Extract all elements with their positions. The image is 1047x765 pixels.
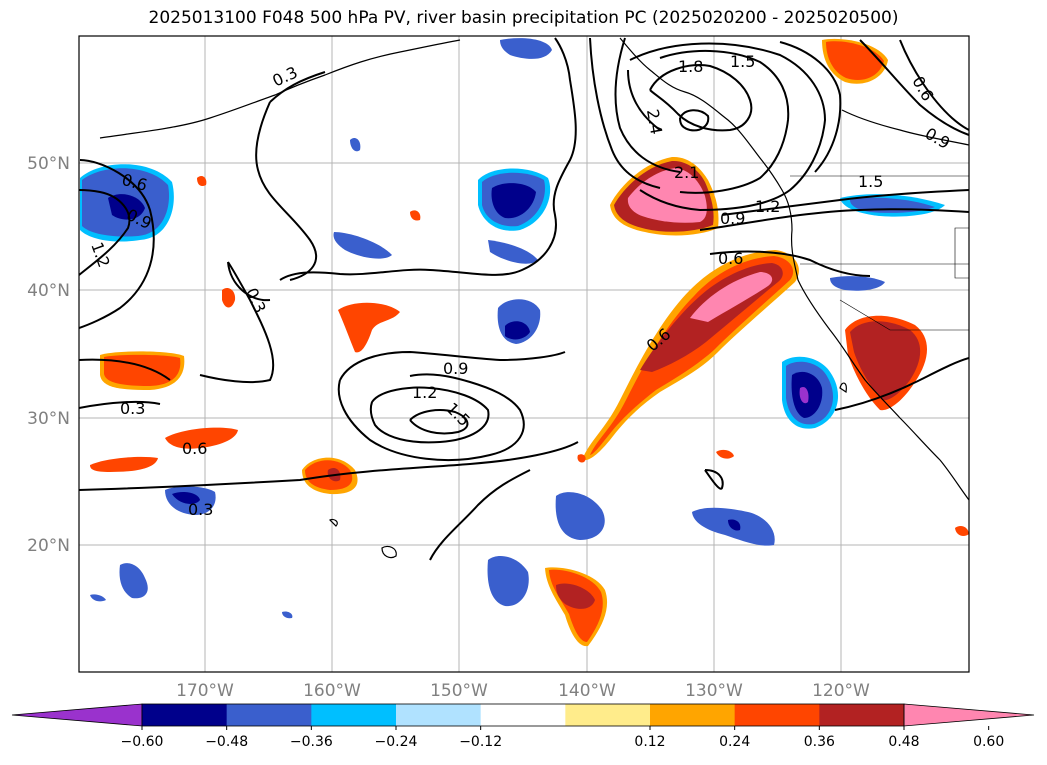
contour-label: 1.5 bbox=[730, 52, 755, 71]
colorbar-extend-min bbox=[11, 703, 143, 727]
lat-label: 20°N bbox=[27, 536, 70, 556]
colorbar-swatch bbox=[734, 704, 820, 726]
colorbar-swatch bbox=[142, 704, 228, 726]
colorbar-tick-label: −0.12 bbox=[459, 734, 502, 750]
contour-label: 1.2 bbox=[412, 383, 437, 402]
colorbar-swatch bbox=[650, 704, 736, 726]
colorbar-tick-label: −0.60 bbox=[121, 734, 164, 750]
colorbar-tick-label: −0.48 bbox=[205, 734, 248, 750]
contour-label: 0.3 bbox=[120, 399, 145, 418]
colorbar-swatch bbox=[819, 704, 905, 726]
map-frame bbox=[78, 35, 970, 673]
contour-label: 1.2 bbox=[755, 197, 780, 216]
latitude-labels: 50°N 40°N 30°N 20°N bbox=[27, 154, 70, 556]
pv-contours bbox=[79, 37, 969, 561]
contour-label: 0.9 bbox=[443, 359, 468, 378]
colorbar-swatch bbox=[311, 704, 397, 726]
contour-label: 0.6 bbox=[718, 249, 743, 268]
lon-label: 130°W bbox=[685, 681, 743, 701]
coastlines bbox=[99, 37, 969, 559]
colorbar-tick-label: −0.36 bbox=[290, 734, 333, 750]
colorbar-extend-max bbox=[903, 703, 1035, 727]
colorbar-swatch bbox=[396, 704, 482, 726]
negative-pc-shading bbox=[80, 38, 945, 619]
contour-label: 0.9 bbox=[720, 209, 745, 228]
state-borders bbox=[790, 175, 969, 331]
colorbar: −0.60 −0.48 −0.36 −0.24 −0.12 0.12 0.24 0.36 0.4… bbox=[11, 703, 1035, 750]
colorbar-tick-label: 0.24 bbox=[719, 734, 750, 750]
positive-pc-shading bbox=[90, 38, 969, 647]
lon-label: 170°W bbox=[176, 681, 234, 701]
colorbar-swatch bbox=[226, 704, 312, 726]
lon-label: 150°W bbox=[430, 681, 488, 701]
lat-label: 30°N bbox=[27, 409, 70, 429]
contour-label: 2.4 bbox=[643, 108, 666, 136]
lat-label: 50°N bbox=[27, 154, 70, 174]
contour-label: 1.5 bbox=[858, 172, 883, 191]
contour-label: 2.1 bbox=[674, 163, 699, 182]
lon-label: 140°W bbox=[558, 681, 616, 701]
lon-label: 120°W bbox=[812, 681, 870, 701]
colorbar-tick-label: 0.60 bbox=[973, 734, 1004, 750]
lat-label: 40°N bbox=[27, 281, 70, 301]
map-title: 2025013100 F048 500 hPa PV, river basin … bbox=[148, 8, 899, 28]
colorbar-tick-label: 0.12 bbox=[634, 734, 665, 750]
contour-label: 1.8 bbox=[678, 57, 703, 76]
colorbar-tick-label: 0.48 bbox=[888, 734, 919, 750]
longitude-labels: 170°W 160°W 150°W 140°W 130°W 120°W bbox=[176, 681, 870, 701]
colorbar-outline bbox=[141, 703, 905, 727]
lon-label: 160°W bbox=[303, 681, 361, 701]
colorbar-swatch bbox=[480, 704, 566, 726]
colorbar-swatch bbox=[565, 704, 651, 726]
colorbar-tick-label: −0.24 bbox=[375, 734, 418, 750]
contour-label: 0.3 bbox=[188, 500, 213, 519]
colorbar-tick-label: 0.36 bbox=[804, 734, 835, 750]
contour-label: 0.6 bbox=[182, 439, 207, 458]
